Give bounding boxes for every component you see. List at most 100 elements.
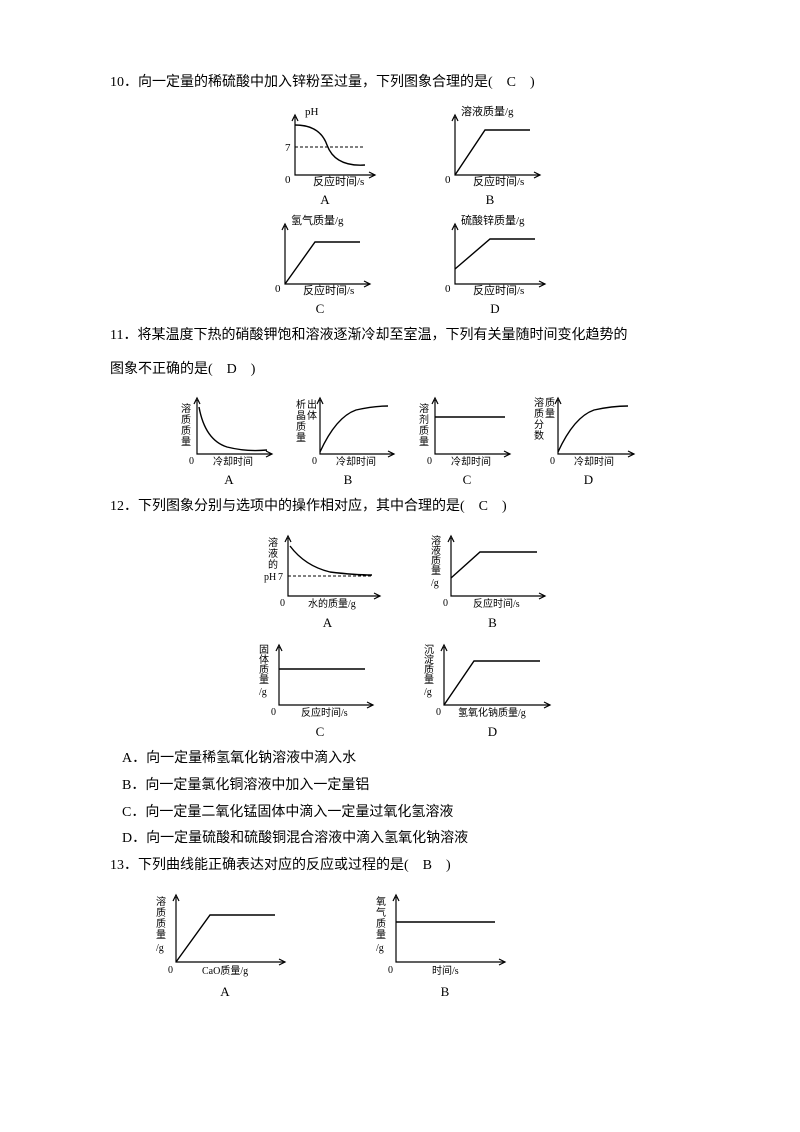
q11b-y4: 量 <box>296 432 306 444</box>
q13-chart-a: 溶 质 质 量 /g 0 CaO质量/g A <box>150 887 300 1000</box>
q10-chart-b: 溶液质量/g 0 反应时间/s B <box>425 105 555 208</box>
q11c-y4: 量 <box>419 436 429 448</box>
q13b-y1: 氧 <box>376 895 386 908</box>
q12a-xlabel: 水的质量/g <box>308 597 356 610</box>
q12-chart-d: 沉 淀 质 量 /g 0 氢氧化钠质量/g D <box>418 637 568 740</box>
q11-chart-c: 溶 剂 质 量 0 冷却时间 C <box>415 392 520 488</box>
q12b-y4: 量 <box>431 565 441 577</box>
q10-row1: pH 7 0 反应时间/s A 溶液质量/g 0 反应时间/s B <box>110 105 710 208</box>
q10a-seven: 7 <box>285 142 291 154</box>
q11b-label: B <box>344 472 353 488</box>
q11b-y3: 质 <box>296 421 306 433</box>
q11b-y2: 晶 <box>296 410 306 422</box>
q11-text2: 图象不正确的是( D ) <box>110 357 710 384</box>
q10-text: 10．向一定量的稀硫酸中加入锌粉至过量，下列图象合理的是( C ) <box>110 70 710 97</box>
q11d-y0: 溶 <box>534 396 544 409</box>
q11c-xlabel: 冷却时间 <box>451 455 491 468</box>
q11-chart-a: 溶 质 质 量 0 冷却时间 A <box>177 392 282 488</box>
q10b-ylabel: 溶液质量/g <box>461 105 514 118</box>
q11-chart-d: 溶 质 质 量 分 数 0 冷却时间 D <box>534 392 644 488</box>
q12a-zero: 0 <box>280 598 285 609</box>
q13-chart-b: 氧 气 质 量 /g 0 时间/s B <box>370 887 520 1000</box>
q11a-xlabel: 冷却时间 <box>213 455 253 468</box>
q11a-y3: 质 <box>181 425 191 437</box>
q12c-y5: /g <box>259 687 267 698</box>
q10-row2: 氢气质量/g 0 反应时间/s C 硫酸锌质量/g 0 反应时间/s D <box>110 214 710 317</box>
q10b-xlabel: 反应时间/s <box>473 174 524 188</box>
q12-row2: 固 体 质 量 /g 0 反应时间/s C 沉 淀 质 量 /g <box>110 637 710 740</box>
q11c-zero: 0 <box>427 456 432 467</box>
q11b-y1: 析 <box>296 398 306 411</box>
q11d-xlabel: 冷却时间 <box>574 455 614 468</box>
q11d-y0b: 质 <box>545 397 555 409</box>
q10b-zero: 0 <box>445 174 451 186</box>
q10c-ylabel: 氢气质量/g <box>291 214 344 227</box>
q12d-xlabel: 氢氧化钠质量/g <box>458 706 526 719</box>
q12a-y2: 液 <box>268 547 278 560</box>
q10-chart-c: 氢气质量/g 0 反应时间/s C <box>255 214 385 317</box>
q12a-y4: pH <box>264 572 276 583</box>
q11a-y1: 溶 <box>181 402 191 415</box>
q12c-zero: 0 <box>271 707 276 718</box>
q11b-y2b: 体 <box>307 410 317 422</box>
q10c-zero: 0 <box>275 283 281 295</box>
q12c-label: C <box>316 724 325 740</box>
q10d-zero: 0 <box>445 283 451 295</box>
q11c-label: C <box>463 472 472 488</box>
q11c-y2: 剂 <box>419 413 429 426</box>
q12d-zero: 0 <box>436 707 441 718</box>
q10d-ylabel: 硫酸锌质量/g <box>461 214 525 227</box>
q11b-y1b: 出 <box>307 398 317 411</box>
q11a-label: A <box>224 472 233 488</box>
q10b-label: B <box>486 192 495 208</box>
q12-chart-c: 固 体 质 量 /g 0 反应时间/s C <box>253 637 388 740</box>
q13a-zero: 0 <box>168 965 173 976</box>
q11d-label: D <box>584 472 593 488</box>
q13b-zero: 0 <box>388 965 393 976</box>
q13a-label: A <box>220 984 229 1000</box>
q12d-label: D <box>488 724 497 740</box>
q10d-xlabel: 反应时间/s <box>473 283 524 297</box>
q12-opt-d: D．向一定量硫酸和硫酸铜混合溶液中滴入氢氧化钠溶液 <box>122 826 710 853</box>
q12-chart-b: 溶 液 质 量 /g 0 反应时间/s B <box>425 528 560 631</box>
q10-chart-a: pH 7 0 反应时间/s A <box>265 105 385 208</box>
q12a-y3: 的 <box>268 558 278 571</box>
q10c-label: C <box>316 301 325 317</box>
q10-chart-d: 硫酸锌质量/g 0 反应时间/s D <box>425 214 565 317</box>
q11d-y3: 数 <box>534 429 544 442</box>
q11b-zero: 0 <box>312 456 317 467</box>
q10d-label: D <box>490 301 499 317</box>
q12b-label: B <box>488 615 497 631</box>
q12-opt-b: B．向一定量氯化铜溶液中加入一定量铝 <box>122 773 710 800</box>
q12d-y4: 量 <box>424 674 434 686</box>
q10a-label: A <box>320 192 329 208</box>
q12c-xlabel: 反应时间/s <box>301 706 348 719</box>
q11c-y3: 质 <box>419 425 429 437</box>
q11a-y2: 质 <box>181 414 191 426</box>
q12a-label: A <box>323 615 332 631</box>
q11d-zero: 0 <box>550 456 555 467</box>
q13-row: 溶 质 质 量 /g 0 CaO质量/g A 氧 气 质 量 /g <box>150 887 710 1000</box>
q11-row: 溶 质 质 量 0 冷却时间 A 析 出 晶 体 质 量 <box>110 392 710 488</box>
q12-opt-c: C．向一定量二氧化锰固体中滴入一定量过氧化氢溶液 <box>122 800 710 827</box>
q11d-y1b: 量 <box>545 408 555 420</box>
q11-text: 11．将某温度下热的硝酸钾饱和溶液逐渐冷却至室温，下列有关量随时间变化趋势的 <box>110 323 710 350</box>
q13a-xlabel: CaO质量/g <box>202 965 248 977</box>
q11d-y1: 质 <box>534 408 544 420</box>
q13a-y4: 量 <box>156 929 166 941</box>
q13b-y4: 量 <box>376 929 386 941</box>
q13a-y1: 溶 <box>156 895 166 908</box>
q12c-y4: 量 <box>259 674 269 686</box>
q10a-xlabel: 反应时间/s <box>313 174 364 188</box>
q12a-seven: 7 <box>278 572 283 583</box>
q13b-y2: 气 <box>376 906 386 919</box>
q10c-xlabel: 反应时间/s <box>303 283 354 297</box>
q12-opt-a: A．向一定量稀氢氧化钠溶液中滴入水 <box>122 746 710 773</box>
q12-chart-a: 溶 液 的 pH 7 0 水的质量/g A <box>260 528 395 631</box>
q13-text: 13．下列曲线能正确表达对应的反应或过程的是( B ) <box>110 853 710 880</box>
q13b-label: B <box>441 984 450 1000</box>
q12a-y1: 溶 <box>268 536 278 549</box>
q13a-y3: 质 <box>156 918 166 930</box>
q12b-xlabel: 反应时间/s <box>473 597 520 610</box>
q12b-zero: 0 <box>443 598 448 609</box>
